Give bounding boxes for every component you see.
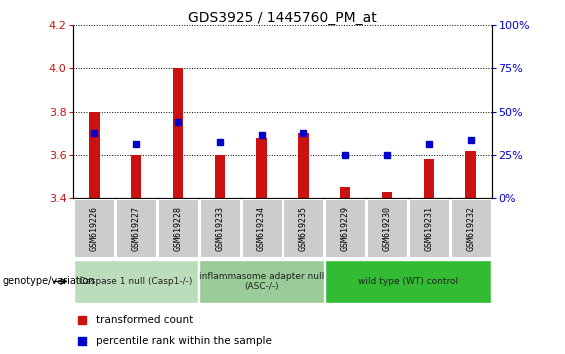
- Bar: [158, 199, 198, 257]
- Bar: [74, 260, 198, 303]
- Bar: [298, 133, 308, 198]
- Text: GDS3925 / 1445760_PM_at: GDS3925 / 1445760_PM_at: [188, 11, 377, 25]
- Text: genotype/variation: genotype/variation: [3, 276, 95, 286]
- Bar: [466, 150, 476, 198]
- Text: GSM619227: GSM619227: [132, 206, 141, 251]
- Bar: [74, 199, 115, 257]
- Bar: [131, 155, 141, 198]
- Text: GSM619229: GSM619229: [341, 206, 350, 251]
- Bar: [283, 199, 324, 257]
- Bar: [340, 187, 350, 198]
- Bar: [257, 137, 267, 198]
- Text: GSM619234: GSM619234: [257, 206, 266, 251]
- Text: GSM619231: GSM619231: [424, 206, 433, 251]
- Text: GSM619226: GSM619226: [90, 206, 99, 251]
- Text: Caspase 1 null (Casp1-/-): Caspase 1 null (Casp1-/-): [80, 277, 193, 286]
- Bar: [367, 199, 407, 257]
- Bar: [450, 199, 491, 257]
- Bar: [424, 159, 434, 198]
- Bar: [325, 260, 491, 303]
- Bar: [116, 199, 157, 257]
- Bar: [325, 199, 366, 257]
- Text: GSM619235: GSM619235: [299, 206, 308, 251]
- Bar: [199, 199, 240, 257]
- Bar: [89, 112, 99, 198]
- Text: inflammasome adapter null
(ASC-/-): inflammasome adapter null (ASC-/-): [199, 272, 324, 291]
- Text: GSM619232: GSM619232: [466, 206, 475, 251]
- Text: percentile rank within the sample: percentile rank within the sample: [97, 336, 272, 346]
- Bar: [408, 199, 449, 257]
- Bar: [382, 192, 392, 198]
- Text: GSM619228: GSM619228: [173, 206, 182, 251]
- Bar: [241, 199, 282, 257]
- Bar: [199, 260, 324, 303]
- Text: wild type (WT) control: wild type (WT) control: [358, 277, 458, 286]
- Text: GSM619233: GSM619233: [215, 206, 224, 251]
- Text: GSM619230: GSM619230: [383, 206, 392, 251]
- Text: transformed count: transformed count: [97, 315, 194, 325]
- Bar: [215, 155, 225, 198]
- Bar: [173, 68, 183, 198]
